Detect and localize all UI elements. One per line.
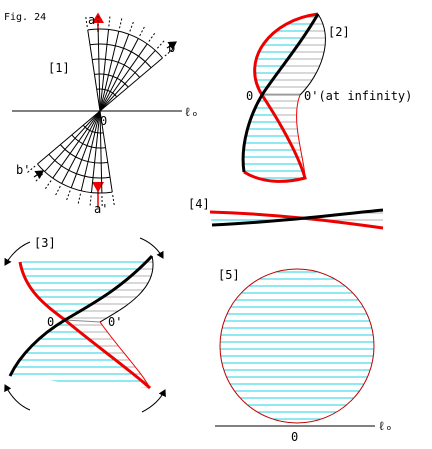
label-b: b xyxy=(168,41,175,55)
panel-label: [2] xyxy=(328,25,350,39)
fan-dots xyxy=(77,193,81,205)
fan-dots xyxy=(164,48,174,57)
fan-arc xyxy=(82,124,104,134)
fan-dots xyxy=(108,15,111,27)
fan-arc xyxy=(71,134,106,149)
label-b-prime: b' xyxy=(16,163,30,177)
figure-label: Fig. 24 xyxy=(4,12,46,23)
fan-dots xyxy=(65,190,71,202)
fan-ray xyxy=(99,110,103,193)
fan-dots xyxy=(34,173,44,183)
panel-label: [3] xyxy=(34,236,56,250)
fan-arc xyxy=(94,73,129,88)
fan-ray xyxy=(37,110,101,165)
fan-arc xyxy=(59,144,108,164)
fan-ray xyxy=(80,110,101,191)
fan-arc xyxy=(37,163,113,194)
fan-ray xyxy=(52,110,101,179)
panel-5 xyxy=(215,268,375,427)
panel-label: [4] xyxy=(188,197,210,211)
fan-dots xyxy=(54,185,61,197)
fan-dots xyxy=(139,25,146,37)
fan-ray xyxy=(99,57,163,112)
fan-ray xyxy=(90,110,101,193)
fan-arc xyxy=(87,28,163,59)
fan-dots xyxy=(85,16,88,28)
origin-label: 0 xyxy=(100,114,107,128)
circle xyxy=(219,268,375,424)
panel-label: [5] xyxy=(218,268,240,282)
fan-arc xyxy=(48,154,111,179)
fan-dots xyxy=(112,194,115,206)
fan-ray xyxy=(99,31,120,112)
fan-dots xyxy=(89,195,92,207)
fan-dots xyxy=(119,17,123,29)
origin-prime-label: 0' xyxy=(108,315,122,329)
fan-ray xyxy=(99,110,113,193)
fan-dots xyxy=(129,20,135,32)
fan-ray xyxy=(70,110,101,188)
fan-ray xyxy=(99,34,130,112)
fan-dots xyxy=(44,180,52,190)
panel-3 xyxy=(4,237,166,413)
axis-label: ℓₒ xyxy=(378,419,392,433)
label-a: a xyxy=(88,13,95,27)
fan-ray xyxy=(97,29,101,112)
fan-ray xyxy=(99,29,110,112)
panel-1 xyxy=(12,12,182,208)
fan-ray xyxy=(44,110,101,172)
infinity-label: 0'(at infinity) xyxy=(304,89,412,103)
fan-ray xyxy=(99,43,148,112)
fan-dots xyxy=(148,32,156,42)
fan-ray xyxy=(61,110,101,184)
panel-2 xyxy=(241,12,326,183)
origin-label: 0 xyxy=(291,430,298,444)
fan-dots xyxy=(26,165,36,174)
origin-label: 0 xyxy=(246,89,253,103)
fan-arc xyxy=(96,88,118,98)
fan-arc xyxy=(89,43,152,68)
panel-label: [1] xyxy=(48,61,70,75)
label-a-prime: a' xyxy=(94,202,108,216)
fan-arc xyxy=(92,58,141,78)
panel-4 xyxy=(209,208,384,230)
axis-label: ℓₒ xyxy=(184,105,198,119)
origin-label: 0 xyxy=(47,315,54,329)
fan-ray xyxy=(87,29,101,112)
fan-dots xyxy=(156,39,166,49)
fan-ray xyxy=(99,38,139,112)
fan-ray xyxy=(99,50,156,112)
